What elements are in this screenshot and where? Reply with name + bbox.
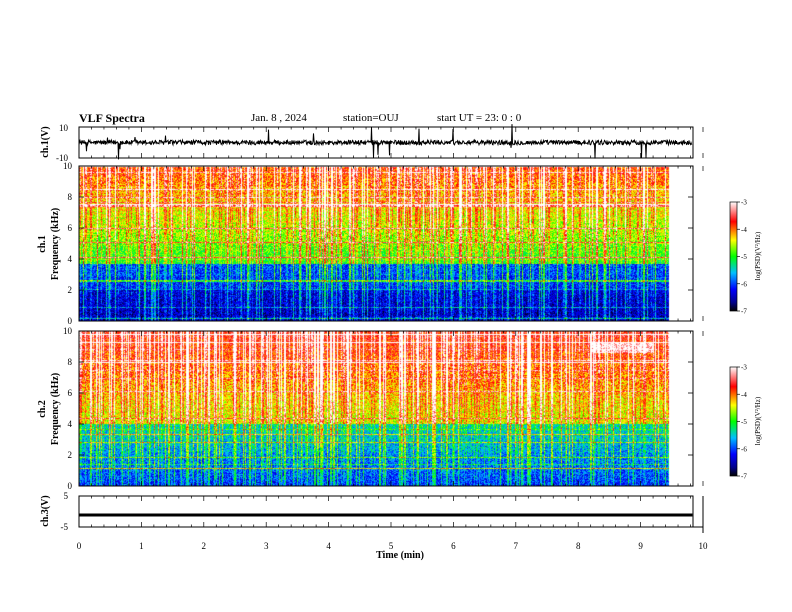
spec2-colorbar: [729, 366, 738, 477]
spec2-frame: [78, 330, 694, 487]
ch3-ylabel: ch.3(V): [40, 495, 51, 526]
x-tick-label-5: 5: [389, 541, 394, 551]
x-tick-label-4: 4: [326, 541, 331, 551]
x-tick-label-8: 8: [576, 541, 581, 551]
spec2-colorbar-label: log(PSD)(V²/Hz): [754, 396, 762, 445]
cb2-tick--3: -3: [741, 364, 747, 372]
ch1-ylabel: ch.1(V): [40, 126, 51, 157]
x-tick-label-3: 3: [264, 541, 269, 551]
spec2-ytick-10: 10: [63, 326, 73, 336]
x-tick-label-7: 7: [514, 541, 519, 551]
spec1-ylabel-channel: ch.1: [37, 235, 48, 253]
x-tick-label-1: 1: [139, 541, 144, 551]
spec2-ytick-4: 4: [68, 419, 73, 429]
panel-ch1-waveform: 10 -10 ch.1(V): [40, 123, 694, 163]
spec1-frame: [78, 165, 694, 322]
ch3-ytick-bottom: -5: [61, 522, 69, 532]
spec2-ytick-8: 8: [68, 357, 73, 367]
ch1-waveform-line: [78, 124, 693, 160]
spec1-ytick-4: 4: [68, 254, 73, 264]
ch1-ytick-top: 10: [59, 123, 69, 133]
cb2-tick--6: -6: [741, 445, 747, 453]
spec1-ytick-10: 10: [63, 161, 73, 171]
start-time-label: start UT = 23: 0 : 0: [437, 112, 522, 124]
spec2-ylabel-channel: ch.2: [37, 400, 48, 418]
spec2-ytick-6: 6: [68, 388, 73, 398]
spec1-colorbar-label: log(PSD)(V²/Hz): [754, 231, 762, 280]
spec2-ytick-2: 2: [68, 450, 73, 460]
spec1-heatmap: [79, 166, 693, 321]
x-tick-label-6: 6: [451, 541, 456, 551]
cb2-tick--7: -7: [741, 473, 747, 481]
spec1-ytick-2: 2: [68, 285, 73, 295]
x-axis-label: Time (min): [376, 550, 424, 561]
spec1-ylabel-frequency: Frequency (kHz): [50, 208, 61, 280]
cb1-tick--5: -5: [741, 253, 747, 261]
spec1-ytick-0: 0: [68, 316, 73, 326]
spec1-ytick-6: 6: [68, 223, 73, 233]
figure-title: VLF Spectra: [79, 111, 145, 125]
x-tick-label-10: 10: [699, 541, 709, 551]
cb2-tick--4: -4: [741, 391, 747, 399]
cb1-tick--6: -6: [741, 280, 747, 288]
spec2-ylabel-frequency: Frequency (kHz): [50, 373, 61, 445]
spec1-colorbar: [729, 201, 738, 312]
cb1-tick--3: -3: [741, 199, 747, 207]
panel-ch3-frame: [78, 495, 694, 528]
cb1-tick--4: -4: [741, 226, 747, 234]
spec2-ytick-0: 0: [68, 481, 73, 491]
x-tick-label-2: 2: [202, 541, 207, 551]
spec1-ytick-8: 8: [68, 192, 73, 202]
station-label: station=OUJ: [343, 112, 399, 124]
cb1-tick--7: -7: [741, 308, 747, 316]
date-label: Jan. 8 , 2024: [251, 112, 307, 124]
panel-ch3-waveform: 5 -5 ch.3(V): [40, 491, 694, 532]
time-axis: 0 1 2 3 4 5 6 7 8 9 10: [77, 127, 708, 551]
x-tick-label-9: 9: [638, 541, 643, 551]
x-tick-label-0: 0: [77, 541, 82, 551]
ch3-ytick-top: 5: [64, 491, 69, 501]
ch1-ytick-bottom: -10: [56, 153, 68, 163]
cb2-tick--5: -5: [741, 418, 747, 426]
spec2-heatmap: [79, 331, 693, 486]
